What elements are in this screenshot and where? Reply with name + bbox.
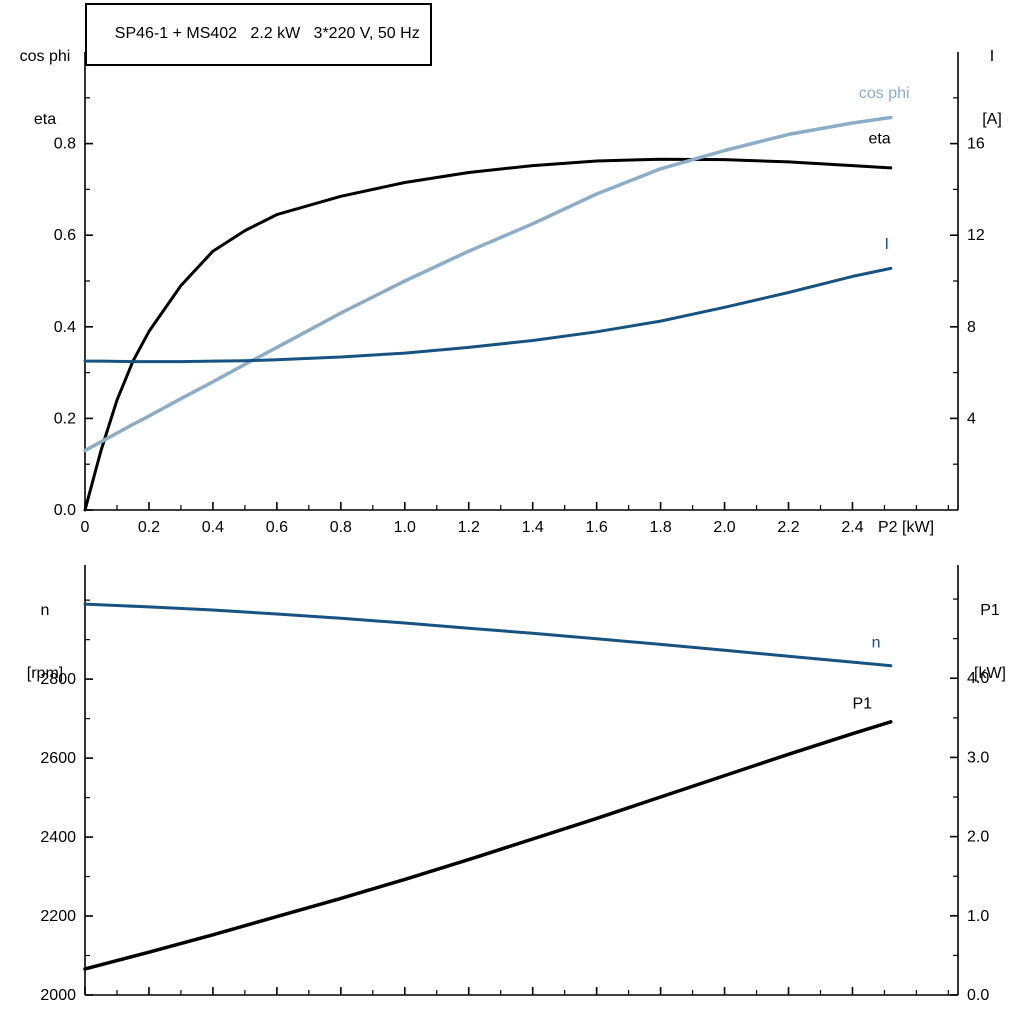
svg-text:1.4: 1.4 <box>522 519 544 536</box>
svg-text:0.2: 0.2 <box>138 519 160 536</box>
bottom-right-axis-title: P1 [kW] <box>962 558 1018 726</box>
top-left-axis-title-line2: eta <box>33 111 57 128</box>
svg-text:16: 16 <box>967 136 985 153</box>
top-right-axis-title-line2: [A] <box>982 111 1002 128</box>
svg-text:eta: eta <box>868 131 890 148</box>
svg-text:cos phi: cos phi <box>859 85 910 102</box>
bottom-right-axis-title-line2: [kW] <box>974 665 1006 682</box>
svg-text:1.8: 1.8 <box>649 519 671 536</box>
svg-text:2000: 2000 <box>40 987 76 1004</box>
svg-text:0.4: 0.4 <box>202 519 224 536</box>
svg-text:0.8: 0.8 <box>330 519 352 536</box>
svg-text:n: n <box>872 635 881 652</box>
bottom-left-axis-title-line2: [rpm] <box>26 665 64 682</box>
bottom-right-axis-title-line1: P1 <box>980 602 1000 619</box>
svg-text:2.2: 2.2 <box>777 519 799 536</box>
svg-text:2400: 2400 <box>40 829 76 846</box>
svg-text:0.0: 0.0 <box>54 502 76 519</box>
svg-text:1.0: 1.0 <box>967 908 989 925</box>
svg-text:1.6: 1.6 <box>586 519 608 536</box>
svg-text:2.0: 2.0 <box>713 519 735 536</box>
top-left-axis-title: cos phi eta <box>6 4 84 172</box>
svg-text:2200: 2200 <box>40 908 76 925</box>
svg-text:0.4: 0.4 <box>54 319 76 336</box>
top-right-axis-title-line1: I <box>989 48 995 65</box>
bottom-left-axis-title-line1: n <box>40 602 50 619</box>
svg-text:0: 0 <box>81 519 90 536</box>
svg-text:0.2: 0.2 <box>54 410 76 427</box>
svg-text:4: 4 <box>967 410 976 427</box>
svg-text:0.8: 0.8 <box>54 136 76 153</box>
chart-title: SP46-1 + MS402 2.2 kW 3*220 V, 50 Hz <box>114 25 420 42</box>
svg-text:2.0: 2.0 <box>967 829 989 846</box>
top-right-axis-title: I [A] <box>968 4 1016 172</box>
svg-text:2.4: 2.4 <box>841 519 863 536</box>
svg-text:12: 12 <box>967 227 985 244</box>
svg-text:0.6: 0.6 <box>54 227 76 244</box>
svg-text:1.0: 1.0 <box>394 519 416 536</box>
svg-text:I: I <box>884 236 888 253</box>
svg-text:0.6: 0.6 <box>266 519 288 536</box>
svg-text:P2 [kW]: P2 [kW] <box>878 519 934 536</box>
svg-text:0.0: 0.0 <box>967 987 989 1004</box>
svg-text:2600: 2600 <box>40 750 76 767</box>
top-left-axis-title-line1: cos phi <box>19 48 71 65</box>
svg-text:1.2: 1.2 <box>458 519 480 536</box>
chart-title-box: SP46-1 + MS402 2.2 kW 3*220 V, 50 Hz <box>85 3 432 66</box>
svg-text:4.0: 4.0 <box>967 670 989 687</box>
svg-text:3.0: 3.0 <box>967 749 989 766</box>
svg-text:P1: P1 <box>852 695 872 712</box>
svg-text:8: 8 <box>967 319 976 336</box>
bottom-left-axis-title: n [rpm] <box>12 558 78 726</box>
svg-text:2800: 2800 <box>40 671 76 688</box>
